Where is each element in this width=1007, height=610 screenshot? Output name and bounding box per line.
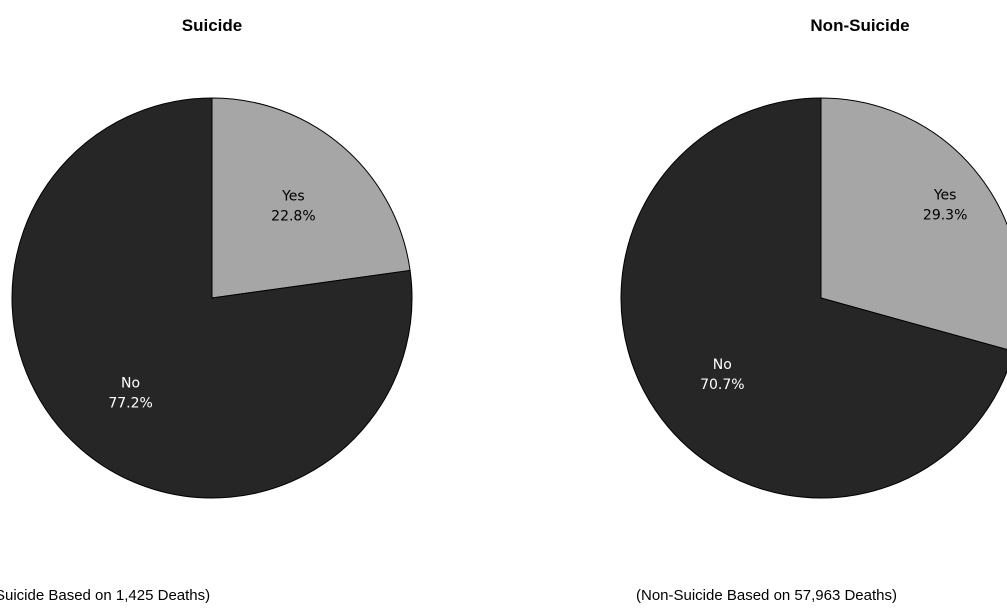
suicide-slice-yes-value: 22.8% (271, 208, 315, 224)
suicide-slice-yes-label: Yes (281, 188, 305, 204)
suicide-slice-yes (211, 97, 411, 299)
non-suicide-slice-no (620, 97, 1007, 499)
non-suicide-chart-note: (Non-Suicide Based on 57,963 Deaths) (636, 587, 897, 604)
suicide-chart-title: Suicide (181, 16, 243, 35)
suicide-slice-no-value: 77.2% (108, 396, 152, 412)
non-suicide-slice-yes-label: Yes (933, 188, 957, 204)
suicide-chart-note: (Suicide Based on 1,425 Deaths) (0, 587, 211, 604)
non-suicide-slice-yes-value: 29.3% (923, 208, 967, 224)
non-suicide-slice-yes (820, 97, 1007, 351)
non-suicide-slice-no-label: No (713, 357, 732, 373)
non-suicide-slice-no-value: 70.7% (700, 377, 744, 393)
suicide-slice-no-label: No (121, 376, 140, 392)
suicide-slice-no (11, 97, 413, 499)
non-suicide-chart-title: Non-Suicide (810, 16, 910, 35)
